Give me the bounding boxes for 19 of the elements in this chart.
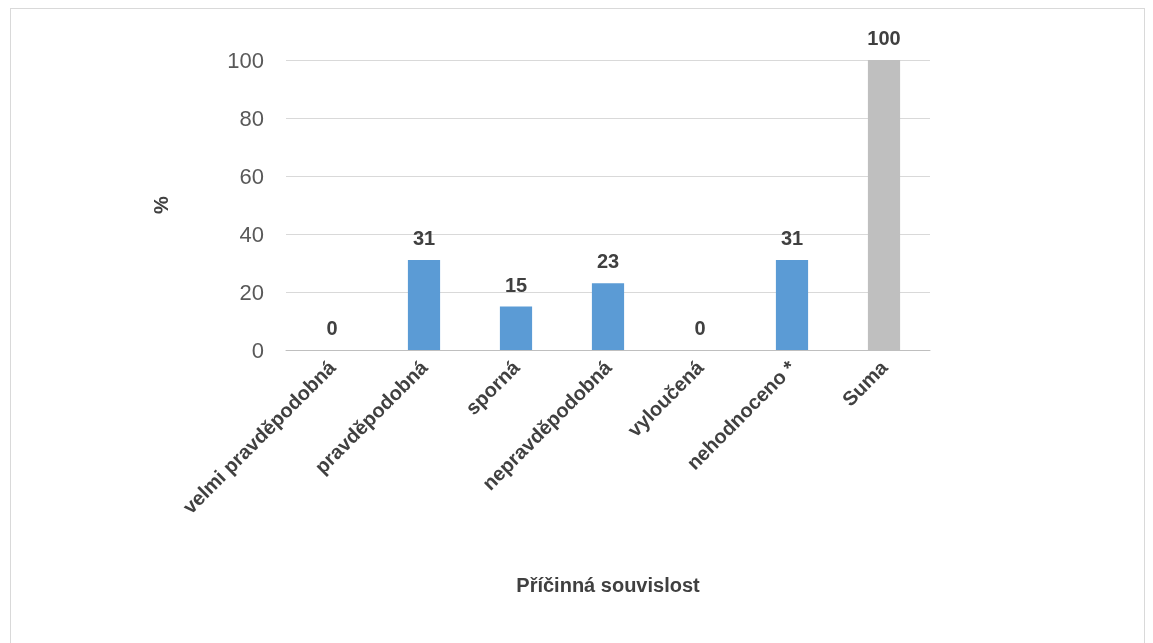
y-tick-label: 60 (239, 163, 264, 189)
bar (407, 260, 441, 350)
y-tick-label: 0 (251, 337, 264, 363)
y-tick-label: 80 (239, 105, 264, 131)
data-label: 15 (504, 273, 528, 296)
y-tick-label: 20 (239, 279, 264, 305)
y-axis-title: % (150, 195, 172, 214)
data-label: 23 (596, 250, 620, 273)
data-label: 31 (412, 227, 436, 250)
data-label: 0 (694, 317, 706, 339)
bar (775, 260, 809, 350)
y-tick-label: 40 (239, 221, 264, 247)
x-axis-title: Příčinná souvislost (516, 574, 701, 596)
data-label: 31 (780, 227, 804, 250)
bar (591, 283, 625, 350)
y-tick-label: 100 (227, 47, 264, 73)
bar (499, 306, 533, 350)
data-label: 100 (867, 27, 901, 49)
data-label: 0 (326, 317, 338, 339)
